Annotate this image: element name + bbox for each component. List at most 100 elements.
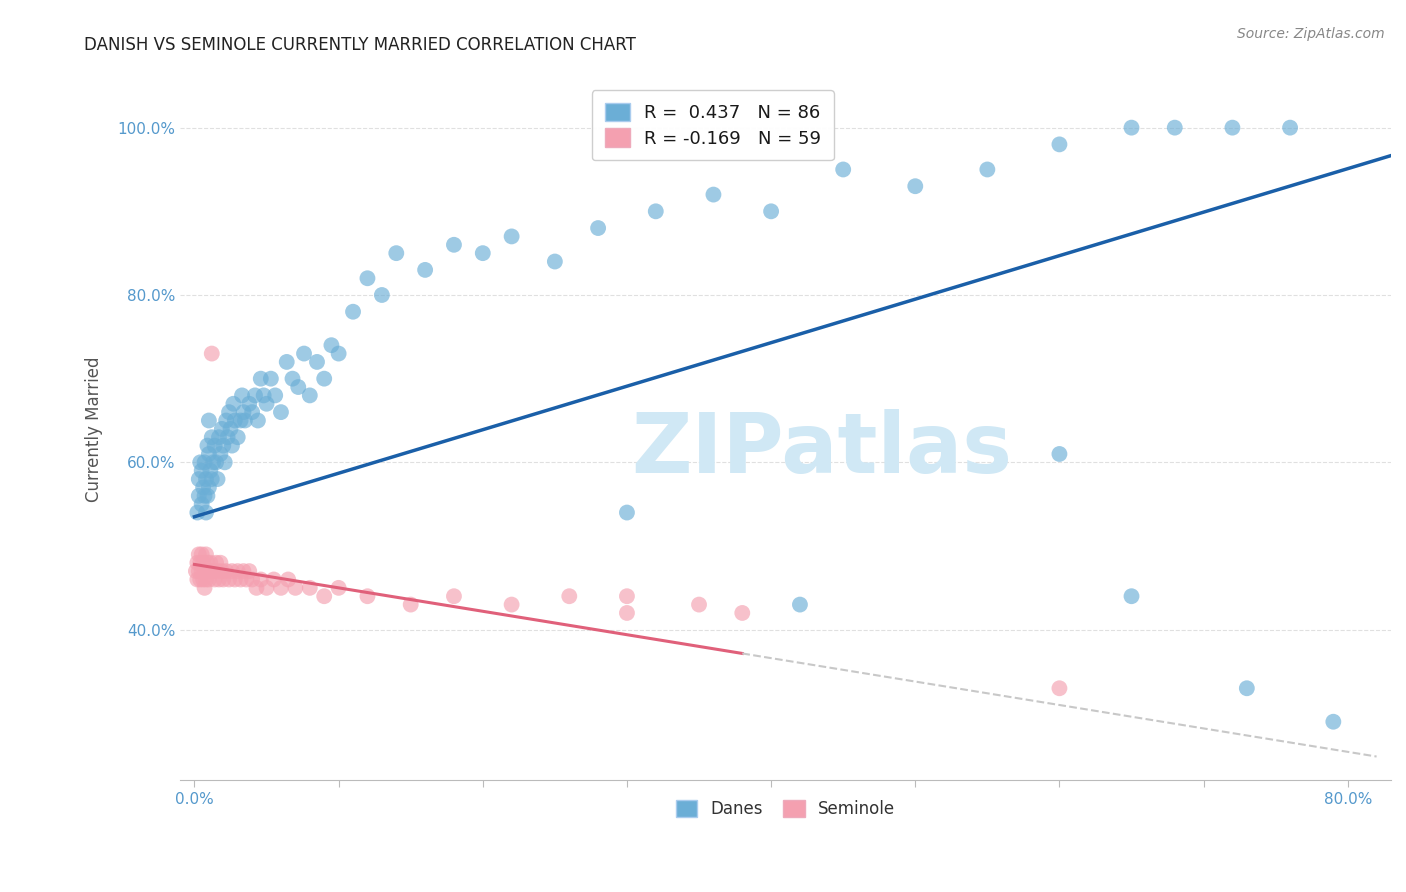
Point [198,573,221,587]
Point [471,246,494,260]
Point [218,573,240,587]
Point [233,413,256,427]
Point [205,455,228,469]
Point [226,564,249,578]
Point [208,573,231,587]
Point [287,380,309,394]
Point [292,346,315,360]
Point [198,447,221,461]
Point [702,187,724,202]
Point [249,573,271,587]
Point [904,179,927,194]
Point [253,388,276,402]
Point [284,581,307,595]
Point [1049,447,1071,461]
Point [217,430,239,444]
Point [188,455,211,469]
Point [356,271,378,285]
Point [202,564,225,578]
Point [197,489,219,503]
Point [214,455,236,469]
Point [221,439,243,453]
Point [201,472,224,486]
Point [229,413,252,427]
Point [976,162,998,177]
Point [232,564,254,578]
Point [231,388,253,402]
Point [688,598,710,612]
Point [204,439,226,453]
Point [443,589,465,603]
Point [221,564,243,578]
Point [207,564,229,578]
Point [193,489,215,503]
Point [201,564,224,578]
Point [243,388,266,402]
Point [229,573,252,587]
Point [198,480,221,494]
Point [789,598,811,612]
Point [616,506,638,520]
Point [200,556,222,570]
Point [218,405,240,419]
Point [413,263,436,277]
Point [195,472,218,486]
Point [224,573,246,587]
Point [328,346,350,360]
Point [208,430,231,444]
Point [371,288,394,302]
Point [246,413,269,427]
Point [245,581,267,595]
Point [399,598,422,612]
Point [195,573,218,587]
Point [501,598,523,612]
Point [240,573,263,587]
Point [558,589,581,603]
Point [197,556,219,570]
Point [186,506,208,520]
Point [270,581,292,595]
Point [201,430,224,444]
Point [260,372,283,386]
Y-axis label: Currently Married: Currently Married [86,356,103,501]
Point [207,472,229,486]
Point [342,304,364,318]
Point [224,413,246,427]
Point [191,573,214,587]
Point [256,397,278,411]
Point [198,564,221,578]
Point [1164,120,1187,135]
Point [215,564,238,578]
Point [276,355,298,369]
Point [235,573,257,587]
Point [264,388,287,402]
Point [190,464,212,478]
Point [298,581,321,595]
Point [759,204,782,219]
Point [281,372,304,386]
Point [238,564,260,578]
Text: Source: ZipAtlas.com: Source: ZipAtlas.com [1237,27,1385,41]
Point [1121,120,1143,135]
Point [204,573,226,587]
Legend: Danes, Seminole: Danes, Seminole [669,793,903,825]
Point [226,430,249,444]
Point [314,372,336,386]
Point [195,506,218,520]
Point [187,489,209,503]
Point [240,405,263,419]
Point [238,397,260,411]
Point [277,573,299,587]
Point [328,581,350,595]
Point [186,556,208,570]
Point [191,556,214,570]
Point [193,564,215,578]
Point [443,237,465,252]
Point [731,606,754,620]
Point [1236,681,1258,696]
Point [321,338,343,352]
Point [644,204,666,219]
Point [193,581,215,595]
Point [616,606,638,620]
Point [209,556,232,570]
